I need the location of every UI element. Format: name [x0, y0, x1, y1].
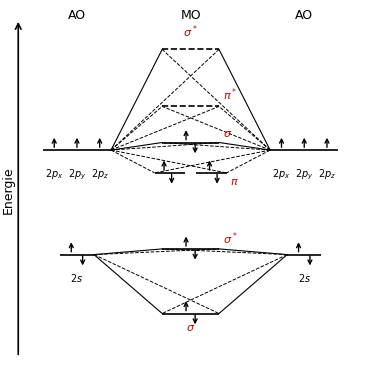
Text: Energie: Energie [2, 166, 14, 214]
Text: $2p_y$: $2p_y$ [68, 167, 86, 182]
Text: $2p_x$: $2p_x$ [45, 167, 63, 181]
Text: $\sigma$: $\sigma$ [186, 323, 195, 333]
Text: $\sigma$: $\sigma$ [223, 130, 232, 139]
Text: $2p_z$: $2p_z$ [318, 167, 336, 181]
Text: $\sigma^*$: $\sigma^*$ [223, 231, 238, 247]
Text: $2p_x$: $2p_x$ [272, 167, 291, 181]
Text: $2s$: $2s$ [298, 272, 311, 284]
Text: $\pi^*$: $\pi^*$ [223, 86, 237, 103]
Text: $\sigma^*$: $\sigma^*$ [183, 23, 198, 40]
Text: $2p_z$: $2p_z$ [91, 167, 109, 181]
Text: $\pi$: $\pi$ [230, 177, 239, 187]
Text: AO: AO [68, 9, 86, 22]
Text: AO: AO [295, 9, 313, 22]
Text: $2s$: $2s$ [70, 272, 84, 284]
Text: $2p_y$: $2p_y$ [295, 167, 314, 182]
Text: MO: MO [180, 9, 201, 22]
